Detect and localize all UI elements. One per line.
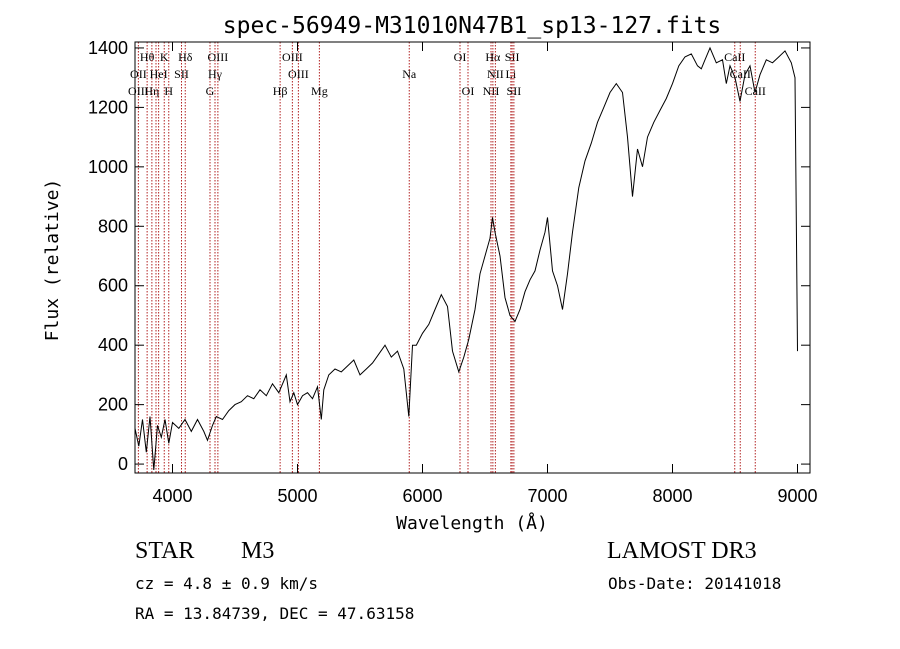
obs-date: Obs-Date: 20141018	[608, 574, 782, 593]
object-class: STAR	[135, 538, 195, 564]
marker-label: OIII	[208, 50, 229, 64]
chart-title: spec-56949-M31010N47B1_sp13-127.fits	[223, 13, 722, 39]
marker-label: Hα	[485, 50, 501, 64]
plot-frame	[134, 41, 811, 474]
y-tick-label: 1000	[88, 157, 128, 177]
marker-label: HeI	[150, 67, 168, 81]
marker-label: Hβ	[273, 84, 288, 98]
marker-label: SII	[507, 84, 522, 98]
redshift-text: cz = 4.8 ± 0.9 km/s	[135, 574, 319, 593]
survey-name: LAMOST DR3	[607, 538, 757, 564]
marker-label: H	[164, 84, 173, 98]
spectrum-line	[134, 46, 798, 471]
marker-label: OIII	[128, 84, 149, 98]
spectrum-series	[134, 46, 798, 471]
x-axis-label: Wavelength (Å)	[396, 512, 548, 534]
marker-label: Hθ	[140, 50, 155, 64]
marker-label: OIII	[282, 50, 303, 64]
marker-label: Hη	[144, 84, 159, 98]
spectral-line-markers: OIIOIIIHθHηHeIKHSIIHδGHγOIIIHβOIIIOIIIMg…	[128, 42, 766, 473]
marker-label: SII	[174, 67, 189, 81]
y-tick-label: 800	[98, 216, 128, 236]
marker-label: Hδ	[178, 50, 193, 64]
marker-label: Na	[402, 67, 417, 81]
marker-label: Mg	[311, 84, 328, 98]
y-tick-label: 1200	[88, 97, 128, 117]
marker-label: SII	[505, 50, 520, 64]
y-tick-label: 0	[118, 454, 128, 474]
marker-label: NII	[487, 67, 504, 81]
marker-label: OI	[454, 50, 467, 64]
y-tick-label: 1400	[88, 38, 128, 58]
marker-label: OI	[462, 84, 475, 98]
coordinates: RA = 13.84739, DEC = 47.63158	[135, 604, 415, 623]
y-tick-label: 600	[98, 276, 128, 296]
x-tick-label: 5000	[277, 486, 317, 506]
y-axis-label: Flux (relative)	[42, 179, 63, 342]
marker-label: NII	[483, 84, 500, 98]
x-tick-label: 9000	[777, 486, 817, 506]
x-tick-label: 4000	[152, 486, 192, 506]
x-tick-label: 8000	[652, 486, 692, 506]
marker-label: Li	[506, 67, 517, 81]
x-tick-label: 6000	[402, 486, 442, 506]
y-tick-label: 400	[98, 335, 128, 355]
marker-label: G	[206, 84, 215, 98]
axes: 4000 5000 6000 7000 8000 9000 0 200 400 600 800 100…	[88, 38, 818, 506]
marker-label: K	[160, 50, 169, 64]
marker-label: CaII	[724, 50, 745, 64]
y-tick-label: 200	[98, 395, 128, 415]
marker-label: Hγ	[208, 67, 223, 81]
marker-label: OII	[130, 67, 147, 81]
x-tick-label: 7000	[527, 486, 567, 506]
object-subclass: M3	[241, 538, 275, 564]
marker-label: OIII	[288, 67, 309, 81]
